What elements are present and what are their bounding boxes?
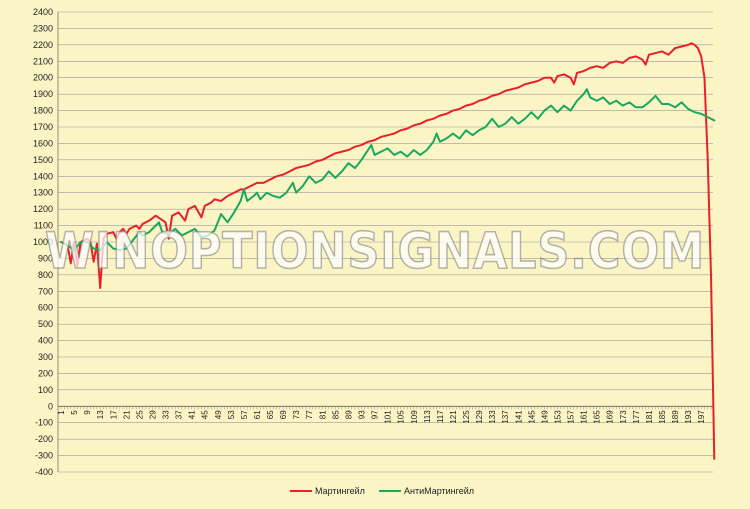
x-tick-label: 69: [279, 410, 288, 419]
x-tick-label: 185: [658, 410, 667, 424]
x-tick-label: 149: [540, 410, 549, 424]
x-tick-label: 101: [384, 410, 393, 424]
y-tick-label: 500: [38, 319, 53, 329]
x-tick-label: 21: [122, 410, 131, 419]
y-tick-label: -100: [35, 418, 53, 428]
x-tick-label: 181: [645, 410, 654, 424]
y-tick-label: 1800: [33, 106, 53, 116]
y-tick-label: 800: [38, 270, 53, 280]
x-tick-label: 137: [501, 410, 510, 424]
x-tick-label: 141: [514, 410, 523, 424]
x-tick-label: 173: [619, 410, 628, 424]
y-tick-label: -200: [35, 434, 53, 444]
gridlines: [58, 11, 713, 473]
y-tick-label: 2300: [33, 23, 53, 33]
x-tick-label: 25: [135, 410, 144, 419]
x-tick-label: 65: [266, 410, 275, 419]
x-tick-label: 157: [567, 410, 576, 424]
x-tick-label: 193: [684, 410, 693, 424]
x-tick-label: 133: [488, 410, 497, 424]
x-tick-label: 177: [632, 410, 641, 424]
y-tick-label: 2100: [33, 56, 53, 66]
x-tick-label: 125: [462, 410, 471, 424]
y-tick-label: 1400: [33, 171, 53, 181]
x-tick-label: 161: [580, 410, 589, 424]
y-tick-label: 600: [38, 303, 53, 313]
y-tick-label: 2400: [33, 7, 53, 17]
axes: -400 -300 -200 -100 0 100 200 300 400 500 600 700 80…: [33, 7, 713, 477]
x-tick-label: 5: [70, 410, 79, 415]
y-tick-label: 1200: [33, 204, 53, 214]
x-tick-label: 89: [344, 410, 353, 419]
x-tick-label: 97: [371, 410, 380, 419]
legend-label: Мартингейл: [315, 486, 365, 496]
x-tick-label: 1: [57, 410, 66, 415]
y-tick-label: 2000: [33, 73, 53, 83]
series-lines: [60, 42, 716, 460]
y-tick-label: 200: [38, 368, 53, 378]
x-tick-label: 73: [292, 410, 301, 419]
y-tick-label: 100: [38, 385, 53, 395]
y-tick-label: 1600: [33, 138, 53, 148]
x-tick-label: 45: [201, 410, 210, 419]
x-tick-label: 49: [214, 410, 223, 419]
y-tick-label: 0: [48, 401, 53, 411]
x-tick-label: 77: [305, 410, 314, 419]
y-tick-label: 900: [38, 253, 53, 263]
x-tick-label: 9: [83, 410, 92, 415]
x-tick-label: 53: [227, 410, 236, 419]
y-tick-label: 400: [38, 336, 53, 346]
y-tick-label: 1500: [33, 155, 53, 165]
y-tick-label: 1900: [33, 89, 53, 99]
y-tick-label: 1000: [33, 237, 53, 247]
y-tick-label: 1700: [33, 122, 53, 132]
x-tick-label: 57: [240, 410, 249, 419]
legend-label: АнтиМартингейл: [404, 486, 474, 496]
x-tick-label: 113: [423, 410, 432, 423]
x-tick-label: 109: [410, 410, 419, 424]
x-tick-label: 81: [318, 410, 327, 419]
series-line-martingale: [60, 42, 716, 460]
series-line-antimartingale: [60, 88, 716, 252]
legend: Мартингейл АнтиМартингейл: [290, 486, 474, 496]
x-tick-label: 165: [593, 410, 602, 424]
x-tick-label: 61: [253, 410, 262, 419]
x-tick-label: 169: [606, 410, 615, 424]
x-tick-label: 153: [553, 410, 562, 424]
x-tick-label: 13: [96, 410, 105, 419]
x-tick-label: 129: [475, 410, 484, 424]
x-tick-label: 145: [527, 410, 536, 424]
x-tick-label: 93: [358, 410, 367, 419]
x-tick-label: 85: [331, 410, 340, 419]
y-tick-label: 700: [38, 286, 53, 296]
x-tick-label: 121: [449, 410, 458, 424]
x-tick-label: 37: [175, 410, 184, 419]
y-tick-label: 2200: [33, 40, 53, 50]
x-tick-label: 105: [397, 410, 406, 424]
x-tick-label: 41: [188, 410, 197, 419]
x-tick-label: 33: [162, 410, 171, 419]
y-tick-label: 1100: [34, 221, 53, 231]
y-tick-label: -300: [35, 451, 53, 461]
y-tick-label: -400: [35, 467, 53, 477]
watermark-text: WINOPTIONSIGNALS.COM: [45, 222, 705, 280]
y-tick-label: 1300: [33, 188, 53, 198]
x-tick-label: 117: [436, 410, 445, 423]
x-tick-label: 17: [109, 410, 118, 419]
x-tick-label: 189: [671, 410, 680, 424]
y-tick-label: 300: [38, 352, 53, 362]
x-tick-label: 197: [697, 410, 706, 424]
x-tick-label: 29: [148, 410, 157, 419]
